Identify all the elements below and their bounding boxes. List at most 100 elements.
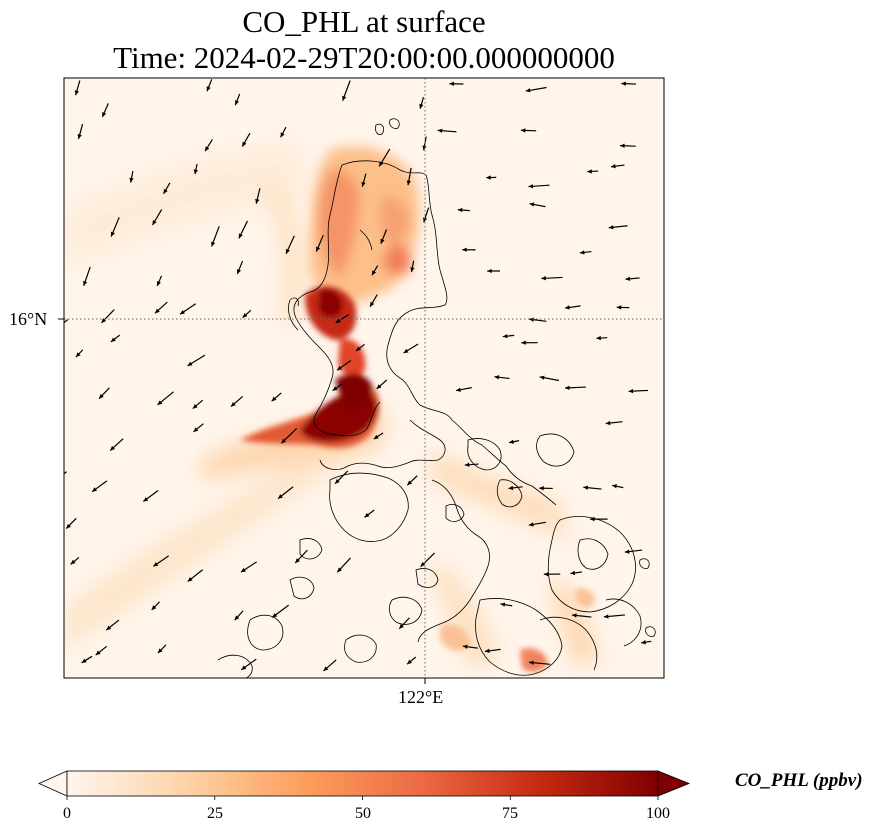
- wind-arrow-head: [486, 175, 491, 180]
- wind-arrow-head: [240, 567, 246, 573]
- map-title-line-2: Time: 2024-02-29T20:00:00.000000000: [113, 40, 615, 75]
- wind-arrow-head: [364, 512, 370, 518]
- wind-arrow-head: [332, 386, 338, 391]
- wind-arrow-head: [571, 613, 577, 618]
- wind-arrow-head: [457, 207, 463, 213]
- wind-arrow-head: [335, 478, 340, 484]
- wind-arrow-head: [420, 561, 426, 567]
- wind-arrow-head: [419, 103, 424, 109]
- wind-arrow-head: [281, 438, 287, 444]
- wind-arrow-head: [399, 623, 404, 629]
- wind-arrow-head: [371, 270, 377, 276]
- wind-arrow-head: [407, 659, 412, 665]
- colorbar-extend-max: [657, 770, 691, 797]
- wind-arrow-head: [564, 305, 570, 310]
- wind-arrow-head: [152, 220, 157, 226]
- wind-arrow-head: [52, 327, 57, 331]
- map-title-line-1: CO_PHL at surface: [242, 4, 486, 39]
- colorbar-tick-0: 0: [63, 805, 71, 822]
- wind-arrow-head: [101, 318, 107, 323]
- wind-arrow: [64, 471, 67, 475]
- wind-arrow-head: [624, 549, 630, 554]
- wind-arrow-head: [423, 217, 428, 223]
- wind-arrow-head: [92, 487, 97, 492]
- wind-arrow-head: [110, 231, 115, 237]
- wind-arrow-head: [641, 640, 646, 645]
- wind-arrow-head: [370, 301, 375, 307]
- wind-arrow-head: [236, 269, 242, 275]
- wind-arrow-head: [616, 305, 622, 310]
- wind-vectors: [52, 79, 652, 672]
- wind-arrow-head: [608, 225, 614, 230]
- wind-arrow-head: [242, 141, 247, 147]
- wind-arrow-head: [323, 666, 329, 671]
- wind-arrow-head: [628, 388, 634, 394]
- colorbar-tick-50: 50: [355, 805, 371, 822]
- wind-arrow-head: [361, 181, 366, 187]
- wind-arrow-head: [193, 427, 199, 432]
- wind-arrow-head: [422, 145, 427, 151]
- wind-arrow-head: [583, 485, 589, 490]
- wind-arrow-head: [337, 567, 342, 573]
- wind-arrow-head: [187, 361, 193, 366]
- wind-arrow-head: [539, 375, 545, 380]
- wind-arrow-head: [596, 335, 601, 341]
- wind-arrow-head: [230, 402, 236, 407]
- wind-arrow-head: [180, 309, 185, 315]
- wind-arrow-head: [278, 494, 283, 499]
- wind-arrow-head: [110, 445, 115, 451]
- wind-arrow-head: [541, 276, 546, 281]
- wind-arrow-head: [406, 180, 411, 186]
- wind-arrow-head: [529, 202, 535, 207]
- wind-arrow-head: [151, 605, 157, 611]
- colorbar-tick-100: 100: [646, 805, 670, 822]
- wind-arrow-head: [271, 396, 277, 402]
- wind-arrow-head: [242, 313, 248, 318]
- wind-arrow-head: [70, 559, 76, 565]
- wind-arrow-head: [316, 246, 321, 252]
- wind-arrow-head: [570, 570, 576, 576]
- wind-arrow-head: [376, 384, 382, 389]
- wind-arrow-head: [66, 523, 71, 529]
- wind-arrow-head: [407, 480, 413, 486]
- wind-arrow-head: [75, 352, 81, 358]
- wind-arrow-head: [206, 86, 211, 92]
- wind-arrow-head: [437, 128, 443, 133]
- wind-arrow-head: [590, 516, 595, 522]
- wind-arrow-head: [456, 387, 461, 392]
- wind-arrow-head: [525, 88, 531, 93]
- wind-arrow-head: [462, 644, 468, 649]
- wind-arrow-head: [610, 164, 616, 169]
- wind-arrow-head: [154, 308, 160, 314]
- wind-arrow-head: [502, 333, 508, 339]
- colorbar-tick-25: 25: [207, 805, 223, 822]
- wind-arrow-head: [102, 112, 107, 118]
- wind-arrow-head: [157, 400, 163, 405]
- wind-arrow-head: [462, 247, 467, 252]
- wind-arrow-head: [605, 420, 611, 426]
- wind-arrow-head: [74, 90, 79, 96]
- wind-arrow-head: [565, 385, 570, 390]
- wind-arrow-head: [295, 558, 300, 563]
- wind-arrow-head: [539, 486, 544, 491]
- wind-arrow-head: [529, 660, 534, 665]
- wind-arrow-head: [110, 337, 116, 342]
- wind-arrow-head: [487, 268, 492, 274]
- wind-arrow-head: [603, 614, 609, 619]
- wind-arrow-head: [356, 346, 361, 351]
- wind-arrow-head: [143, 497, 149, 502]
- wind-arrow-head: [484, 648, 490, 653]
- wind-arrow-head: [83, 280, 88, 286]
- wind-arrow-head: [280, 132, 285, 138]
- wind-arrow-head: [211, 241, 216, 247]
- wind-arrow-head: [500, 602, 506, 607]
- wind-arrow-head: [579, 250, 585, 255]
- wind-arrow-head: [205, 146, 210, 152]
- colorbar: [38, 770, 691, 800]
- wind-arrow-head: [81, 658, 87, 663]
- wind-arrow-head: [403, 348, 409, 354]
- wind-arrow-head: [99, 393, 104, 399]
- map-figure: [52, 77, 665, 684]
- wind-arrow-head: [285, 248, 290, 254]
- wind-arrow-head: [153, 562, 159, 567]
